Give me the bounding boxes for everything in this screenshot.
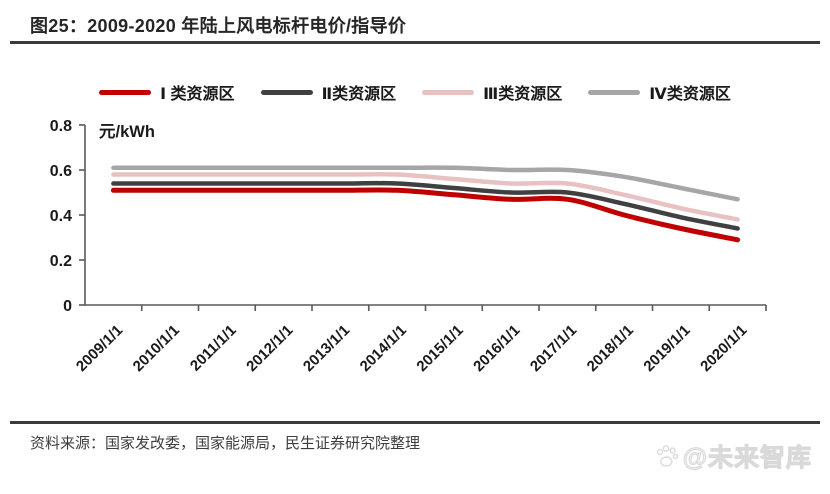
legend-line-icon	[422, 89, 475, 95]
legend-label: Ⅳ类资源区	[649, 86, 731, 103]
x-tick-label: 2015/1/1	[413, 322, 466, 375]
x-tick-label: 2018/1/1	[584, 322, 637, 375]
y-tick-label: 0	[63, 298, 72, 315]
title-divider	[10, 41, 820, 44]
x-tick-label: 2010/1/1	[130, 322, 183, 375]
x-tick-label: 2017/1/1	[527, 322, 580, 375]
legend-label: Ⅰ 类资源区	[160, 86, 235, 103]
x-tick-label: 2011/1/1	[187, 322, 240, 375]
legend-label: Ⅲ类资源区	[483, 86, 563, 103]
x-tick-label: 2009/1/1	[73, 322, 126, 375]
watermark: @未来智库	[654, 438, 812, 474]
price-line-chart: 0 0.2 0.4 0.6 0.8 元/kWh 2009/1/1 2010/1/1 2011/1…	[50, 118, 767, 375]
series-line-1	[110, 187, 741, 243]
y-tick-label: 0.6	[50, 163, 72, 180]
y-tick-label: 0.8	[50, 118, 72, 135]
legend-item-3: Ⅲ类资源区	[422, 80, 562, 104]
y-axis-unit-label: 元/kWh	[99, 123, 155, 141]
paw-icon	[656, 445, 679, 467]
watermark-text: @未来智库	[682, 444, 812, 473]
legend-line-icon	[99, 89, 152, 95]
legend-line-icon	[588, 89, 641, 95]
figure-title: 图25：2009-2020 年陆上风电标杆电价/指导价	[30, 16, 407, 36]
legend-item-1: Ⅰ 类资源区	[99, 80, 235, 104]
legend-label: Ⅱ类资源区	[321, 86, 397, 103]
x-tick-label: 2019/1/1	[640, 322, 693, 375]
x-tick-label: 2013/1/1	[300, 322, 353, 375]
y-tick-label: 0.4	[50, 208, 72, 225]
source-note: 资料来源：国家发改委，国家能源局，民生证券研究院整理	[30, 435, 421, 452]
legend-line-icon	[260, 89, 313, 95]
source-divider	[10, 421, 820, 424]
x-tick-label: 2012/1/1	[243, 322, 296, 375]
y-tick-label: 0.2	[50, 253, 72, 270]
legend-item-4: Ⅳ类资源区	[588, 80, 731, 104]
series-line-4	[111, 165, 740, 202]
legend-item-2: Ⅱ类资源区	[260, 80, 397, 104]
series-line-2	[111, 180, 740, 231]
series-line-3	[111, 171, 740, 222]
x-tick-label: 2014/1/1	[357, 322, 410, 375]
x-tick-label: 2020/1/1	[697, 322, 750, 375]
x-tick-label: 2016/1/1	[470, 322, 523, 375]
legend: Ⅰ 类资源区 Ⅱ类资源区 Ⅲ类资源区 Ⅳ类资源区	[0, 80, 830, 104]
